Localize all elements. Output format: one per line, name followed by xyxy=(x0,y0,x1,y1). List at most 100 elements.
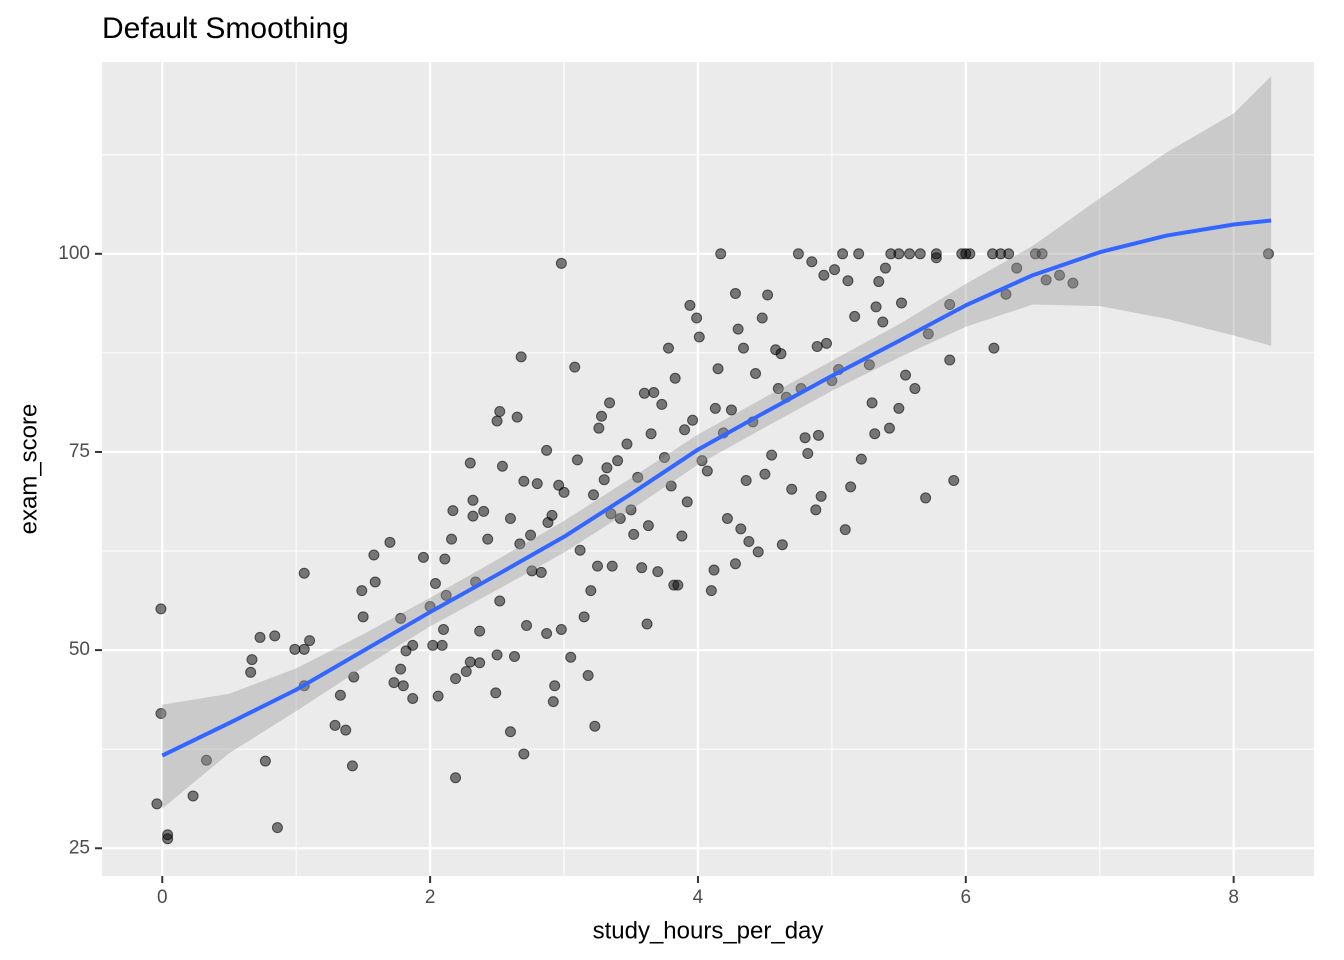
point xyxy=(450,772,462,784)
point xyxy=(641,618,653,630)
point xyxy=(679,424,691,436)
y-tick-label: 50 xyxy=(69,639,90,660)
point xyxy=(1067,277,1079,289)
point xyxy=(436,639,448,651)
point xyxy=(482,533,494,545)
point xyxy=(696,455,708,467)
point xyxy=(821,337,833,349)
x-tick-label: 2 xyxy=(425,887,436,908)
point xyxy=(187,790,199,802)
point xyxy=(922,328,934,340)
point xyxy=(304,635,316,647)
point xyxy=(496,460,508,472)
point xyxy=(464,457,476,469)
point xyxy=(515,351,527,363)
point xyxy=(853,248,865,260)
point xyxy=(254,631,266,643)
point xyxy=(439,553,451,565)
point xyxy=(732,323,744,335)
point xyxy=(672,579,684,591)
point xyxy=(531,478,543,490)
point xyxy=(845,481,857,493)
point xyxy=(555,257,567,269)
point xyxy=(837,248,849,260)
point xyxy=(508,650,520,662)
point xyxy=(721,513,733,525)
point xyxy=(614,513,626,525)
point xyxy=(494,406,506,418)
point xyxy=(429,578,441,590)
point xyxy=(665,480,677,492)
point xyxy=(691,312,703,324)
point xyxy=(802,448,814,460)
point xyxy=(334,689,346,701)
point xyxy=(900,369,912,381)
point xyxy=(467,494,479,506)
point xyxy=(246,654,258,666)
point xyxy=(357,611,369,623)
x-tick-label: 6 xyxy=(961,887,972,908)
point xyxy=(625,504,637,516)
point xyxy=(855,453,867,465)
point xyxy=(298,567,310,579)
point xyxy=(438,624,450,636)
point xyxy=(491,415,503,427)
point xyxy=(893,402,905,414)
y-tick-label: 100 xyxy=(58,243,90,264)
point xyxy=(565,651,577,663)
point xyxy=(839,524,851,536)
point xyxy=(621,438,633,450)
point xyxy=(944,354,956,366)
point xyxy=(811,341,823,353)
point xyxy=(684,299,696,311)
point xyxy=(369,576,381,588)
point xyxy=(582,669,594,681)
point xyxy=(759,468,771,480)
point xyxy=(518,475,530,487)
point xyxy=(546,509,558,521)
point xyxy=(440,589,452,601)
point xyxy=(432,690,444,702)
point xyxy=(407,639,419,651)
point xyxy=(407,692,419,704)
point xyxy=(606,560,618,572)
point xyxy=(743,536,755,548)
point xyxy=(725,404,737,416)
point xyxy=(585,585,597,597)
point xyxy=(944,299,956,311)
point xyxy=(715,248,727,260)
point xyxy=(676,530,688,542)
x-tick-label: 8 xyxy=(1228,887,1239,908)
point xyxy=(645,428,657,440)
point xyxy=(592,560,604,572)
point xyxy=(701,465,713,477)
point xyxy=(155,603,167,615)
point xyxy=(589,720,601,732)
point xyxy=(658,452,670,464)
point xyxy=(384,536,396,548)
point xyxy=(756,312,768,324)
point xyxy=(460,666,472,678)
point xyxy=(815,490,827,502)
point xyxy=(812,429,824,441)
point xyxy=(1003,248,1015,260)
point xyxy=(340,724,352,736)
point xyxy=(569,361,581,373)
point xyxy=(642,520,654,532)
point xyxy=(395,612,407,624)
point xyxy=(877,316,889,328)
point xyxy=(792,248,804,260)
point xyxy=(417,551,429,563)
point xyxy=(329,719,341,731)
point xyxy=(558,486,570,498)
point xyxy=(612,455,624,467)
point xyxy=(896,297,908,309)
point xyxy=(162,833,174,845)
point xyxy=(450,673,462,685)
point xyxy=(1011,262,1023,274)
point xyxy=(729,558,741,570)
point xyxy=(604,397,616,409)
point xyxy=(245,666,257,678)
point xyxy=(863,359,875,371)
